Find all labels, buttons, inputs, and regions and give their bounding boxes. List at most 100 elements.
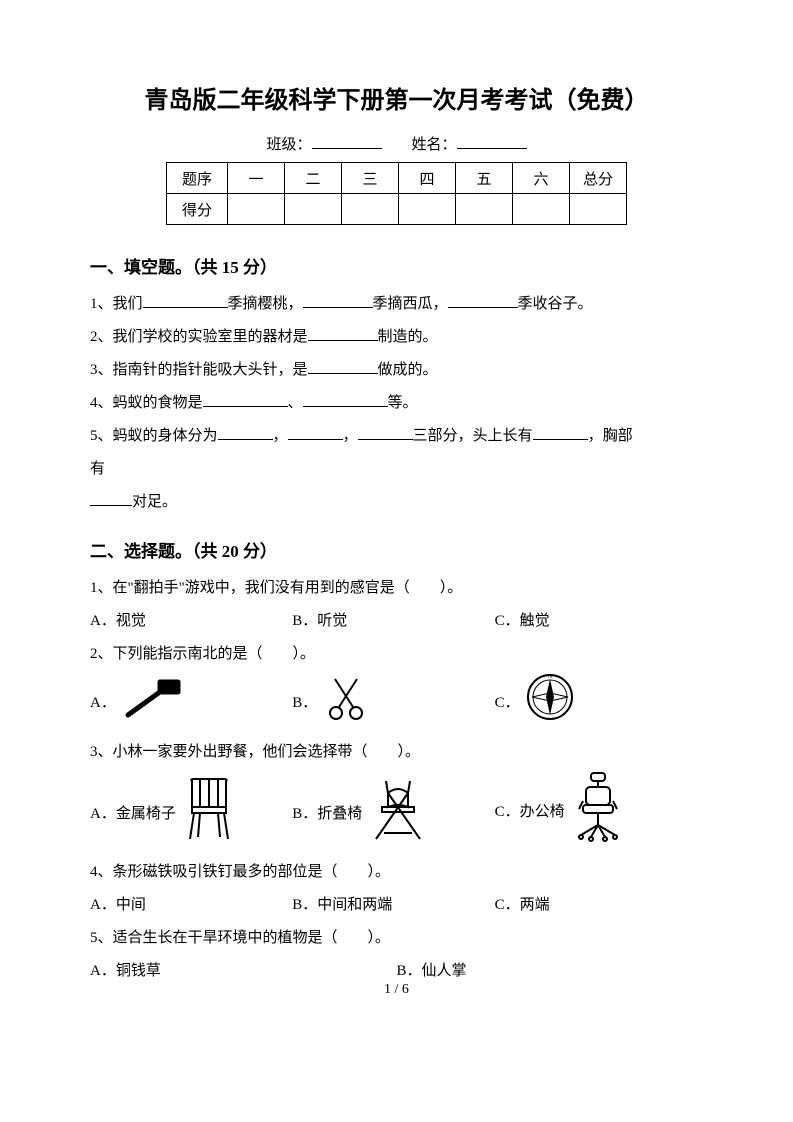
s2-q2-opts: A． B． [90, 671, 703, 736]
opt-b: B．折叠椅 [292, 773, 494, 856]
td-blank [342, 194, 399, 225]
th-seq: 题序 [167, 163, 228, 194]
text: 、 [288, 395, 303, 411]
svg-text:N: N [547, 674, 552, 680]
text: 季摘西瓜， [373, 296, 448, 312]
scissors-icon [321, 673, 371, 734]
s1-q1: 1、我们 季摘樱桃， 季摘西瓜， 季收谷子。 [90, 288, 703, 321]
th-total: 总分 [570, 163, 627, 194]
blank [533, 425, 588, 440]
blank [308, 359, 378, 374]
compass-icon: N [524, 671, 576, 736]
section2-heading: 二、选择题。（共 20 分） [90, 537, 703, 562]
text: 有 [90, 461, 105, 477]
opt-a: A．金属椅子 [90, 773, 292, 856]
blank [203, 392, 288, 407]
text: ， [273, 428, 288, 444]
blank [308, 326, 378, 341]
blank [143, 293, 228, 308]
page-title: 青岛版二年级科学下册第一次月考考试（免费） [90, 80, 703, 115]
page-number: 1 / 6 [0, 982, 793, 998]
text: ， [343, 428, 358, 444]
s2-q4: 4、条形磁铁吸引铁钉最多的部位是（ ）。 [90, 856, 703, 889]
s2-q2: 2、下列能指示南北的是（ ）。 [90, 638, 703, 671]
th-1: 一 [228, 163, 285, 194]
text: 3、指南针的指针能吸大头针，是 [90, 362, 308, 378]
opt-label: C．办公椅 [495, 796, 565, 829]
opt-label: A． [90, 687, 116, 720]
s1-q5: 5、蚂蚁的身体分为 ， ， 三部分，头上长有 ，胸部 [90, 420, 703, 453]
office-chair-icon [569, 769, 627, 856]
opt-a: A．视觉 [90, 605, 292, 638]
s1-q5-cont2: 对足。 [90, 486, 703, 519]
s1-q4: 4、蚂蚁的食物是 、 等。 [90, 387, 703, 420]
text: 5、蚂蚁的身体分为 [90, 428, 218, 444]
blank [303, 293, 373, 308]
s2-q1: 1、在"翻拍手"游戏中，我们没有用到的感官是（ ）。 [90, 572, 703, 605]
td-blank [570, 194, 627, 225]
folding-chair-icon [366, 773, 430, 856]
score-table: 题序 一 二 三 四 五 六 总分 得分 [166, 162, 627, 225]
s1-q3: 3、指南针的指针能吸大头针，是 做成的。 [90, 354, 703, 387]
td-blank [399, 194, 456, 225]
blank [90, 491, 132, 506]
th-3: 三 [342, 163, 399, 194]
td-blank [456, 194, 513, 225]
text: 制造的。 [378, 329, 438, 345]
opt-label: B． [292, 687, 317, 720]
opt-a: A． [90, 675, 292, 732]
td-blank [513, 194, 570, 225]
opt-c: C．办公椅 [495, 769, 697, 856]
section1-heading: 一、填空题。（共 15 分） [90, 253, 703, 278]
s1-q2: 2、我们学校的实验室里的器材是 制造的。 [90, 321, 703, 354]
opt-a: A．中间 [90, 889, 292, 922]
text: 2、我们学校的实验室里的器材是 [90, 329, 308, 345]
name-blank [457, 133, 527, 149]
text: 1、我们 [90, 296, 143, 312]
text: 等。 [388, 395, 418, 411]
text: 对足。 [132, 494, 177, 510]
metal-chair-icon [180, 773, 238, 856]
blank [218, 425, 273, 440]
opt-label: B．折叠椅 [292, 798, 362, 831]
table-row: 题序 一 二 三 四 五 六 总分 [167, 163, 627, 194]
th-6: 六 [513, 163, 570, 194]
class-blank [312, 133, 382, 149]
s2-q5: 5、适合生长在干旱环境中的植物是（ ）。 [90, 922, 703, 955]
opt-label: C． [495, 687, 520, 720]
s2-q3-opts: A．金属椅子 [90, 769, 703, 856]
class-label: 班级： [266, 137, 311, 153]
exam-page: 青岛版二年级科学下册第一次月考考试（免费） 班级： 姓名： 题序 一 二 三 四… [0, 0, 793, 1028]
td-blank [285, 194, 342, 225]
s2-q3: 3、小林一家要外出野餐，他们会选择带（ ）。 [90, 736, 703, 769]
opt-b: B．听觉 [292, 605, 494, 638]
td-blank [228, 194, 285, 225]
text: 季收谷子。 [518, 296, 593, 312]
blank [358, 425, 413, 440]
hammer-icon [120, 675, 190, 732]
th-2: 二 [285, 163, 342, 194]
th-5: 五 [456, 163, 513, 194]
s2-q4-opts: A．中间 B．中间和两端 C．两端 [90, 889, 703, 922]
text: 三部分，头上长有 [413, 428, 533, 444]
td-score-label: 得分 [167, 194, 228, 225]
text: 季摘樱桃， [228, 296, 303, 312]
s1-q5-cont: 有 [90, 453, 703, 486]
opt-b: B． [292, 673, 494, 734]
opt-c: C． N [495, 671, 697, 736]
section2-questions: 1、在"翻拍手"游戏中，我们没有用到的感官是（ ）。 A．视觉 B．听觉 C．触… [90, 572, 703, 988]
blank [303, 392, 388, 407]
text: 做成的。 [378, 362, 438, 378]
table-row: 得分 [167, 194, 627, 225]
text: ，胸部 [588, 428, 633, 444]
opt-c: C．两端 [495, 889, 697, 922]
section1-questions: 1、我们季摘樱桃，季摘西瓜，季收谷子。 2、我们学校的实验室里的器材是制造的。 … [90, 288, 703, 519]
th-4: 四 [399, 163, 456, 194]
opt-b: B．中间和两端 [292, 889, 494, 922]
name-label: 姓名： [412, 137, 457, 153]
opt-c: C．触觉 [495, 605, 697, 638]
text: 4、蚂蚁的食物是 [90, 395, 203, 411]
blank [448, 293, 518, 308]
blank [288, 425, 343, 440]
s2-q1-opts: A．视觉 B．听觉 C．触觉 [90, 605, 703, 638]
